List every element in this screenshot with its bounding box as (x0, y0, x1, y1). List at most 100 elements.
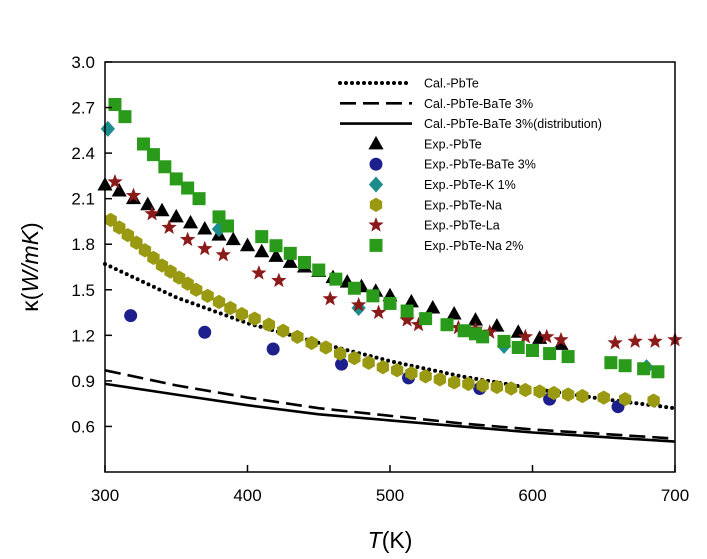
point-exp-pbte-na-2 (366, 289, 380, 303)
line-cal-pbte-bate-3-distribution (104, 382, 676, 443)
point-exp-pbte-na (647, 393, 660, 408)
point-exp-pbte-la (251, 265, 267, 280)
point-exp-pbte-na (576, 388, 589, 404)
point-exp-pbte-na-2 (312, 263, 326, 277)
point-exp-pbte-na (433, 372, 447, 387)
legend-marker-exp-pbte-la (368, 217, 384, 232)
point-exp-pbte-la (215, 246, 231, 262)
point-exp-pbte-la (271, 272, 287, 288)
point-exp-pbte-la (647, 333, 663, 348)
point-exp-pbte-na (138, 243, 152, 258)
legend-label: Cal.-PbTe-BaTe 3% (424, 97, 533, 111)
point-exp-pbte-na-2 (136, 137, 150, 151)
point-exp-pbte-na (618, 391, 632, 407)
calculated-lines (103, 262, 677, 443)
point-exp-pbte-la (161, 219, 177, 235)
point-exp-pbte-na-2 (400, 304, 414, 318)
point-exp-pbte (425, 299, 441, 314)
point-exp-pbte-na-2 (419, 312, 433, 326)
legend-item-cal-pbte-bate-3-distribution: Cal.-PbTe-BaTe 3%(distribution) (340, 117, 602, 131)
point-exp-pbte-la (322, 290, 338, 306)
legend: Cal.-PbTe Cal.-PbTe-BaTe 3% Cal.-PbTe-BaTe… (338, 77, 602, 253)
legend-item-exp-pbte: Exp.-PbTe (368, 135, 482, 151)
legend-item-exp-pbte-la: Exp.-PbTe-La (368, 217, 500, 233)
y-tick-label: 2.1 (71, 190, 95, 209)
x-axis-title: T(K) (368, 527, 413, 553)
legend-item-exp-pbte-na-2: Exp.-PbTe-Na 2% (369, 238, 523, 253)
point-exp-pbte-na-2 (651, 365, 665, 379)
point-exp-pbte (268, 248, 284, 262)
point-exp-pbte-na-2 (604, 356, 618, 370)
point-exp-pbte-na (390, 363, 404, 378)
point-exp-pbte-na-2 (298, 255, 311, 269)
point-exp-pbte-la (539, 328, 555, 344)
experimental-markers (97, 98, 683, 414)
point-exp-pbte-na (533, 384, 546, 399)
point-exp-pbte (154, 202, 170, 217)
point-exp-pbte-la (482, 324, 498, 339)
point-exp-pbte-na (235, 306, 248, 322)
point-exp-pbte (239, 237, 256, 252)
point-exp-pbte-na-2 (108, 98, 122, 112)
point-exp-pbte-na (190, 282, 203, 297)
y-tick-label: 2.4 (71, 144, 95, 163)
point-exp-pbte (467, 312, 484, 326)
line-cal-pbte (103, 262, 677, 411)
point-exp-pbte-na-2 (637, 362, 651, 376)
y-tick-label: 2.7 (71, 99, 95, 118)
legend-item-exp-pbte-bate-3: Exp.-PbTe-BaTe 3% (369, 157, 536, 172)
point-exp-pbte (182, 214, 199, 229)
point-exp-pbte-na (597, 390, 610, 405)
point-exp-pbte-la (553, 331, 569, 347)
point-exp-pbte-na-2 (329, 272, 343, 286)
point-exp-pbte-na (147, 250, 160, 266)
point-exp-pbte-la (399, 312, 415, 327)
point-exp-pbte-na (305, 335, 318, 351)
point-exp-pbte-la (197, 240, 213, 256)
point-exp-pbte (111, 183, 127, 197)
point-exp-pbte-na-2 (283, 246, 297, 260)
point-exp-pbte-na (419, 369, 432, 384)
y-tick-label: 0.6 (71, 417, 95, 436)
point-exp-pbte-bate-3 (198, 325, 212, 339)
x-tick-label: 600 (518, 486, 546, 505)
point-exp-pbte-na (447, 375, 461, 390)
point-exp-pbte-na-2 (192, 192, 206, 206)
point-exp-pbte-la (350, 296, 367, 312)
x-tick-label: 700 (661, 486, 689, 505)
point-exp-pbte-na (561, 387, 575, 402)
point-exp-pbte-na-2 (561, 350, 575, 364)
point-exp-pbte (282, 254, 298, 268)
x-tick-label: 500 (376, 486, 404, 505)
point-exp-pbte (225, 231, 241, 246)
point-exp-pbte-na (376, 360, 390, 375)
point-exp-pbte-na-2 (169, 172, 183, 186)
line-cal-pbte-bate-3 (104, 369, 676, 440)
point-exp-pbte-na (504, 381, 518, 396)
point-exp-pbte-na (291, 329, 304, 345)
point-exp-pbte-na (462, 376, 475, 392)
point-exp-pbte-na (490, 379, 504, 395)
point-exp-pbte-na (262, 317, 276, 332)
legend-marker-exp-pbte-na-2 (369, 238, 383, 252)
legend-label: Exp.-PbTe-Na 2% (424, 239, 523, 253)
point-exp-pbte-na (130, 235, 143, 250)
legend-item-cal-pbte: Cal.-PbTe (338, 77, 479, 91)
point-exp-pbte-la (125, 187, 142, 203)
legend-marker-exp-pbte-bate-3 (369, 157, 383, 171)
y-tick-label: 0.9 (71, 372, 95, 391)
point-exp-pbte-na (248, 311, 261, 326)
point-exp-pbte (489, 318, 505, 332)
point-exp-pbte-na (519, 382, 532, 398)
point-exp-pbte-na (405, 366, 418, 381)
legend-label: Exp.-PbTe-BaTe 3% (424, 158, 536, 172)
y-tick-label: 1.5 (71, 281, 95, 300)
point-exp-pbte-na (104, 212, 117, 228)
point-exp-pbte-na-2 (221, 219, 235, 233)
point-exp-pbte-na-2 (255, 230, 269, 244)
point-exp-pbte-na (212, 294, 226, 310)
point-exp-pbte-na-2 (543, 347, 557, 361)
point-exp-pbte-bate-3 (124, 309, 138, 323)
point-exp-pbte-na-2 (511, 340, 525, 354)
